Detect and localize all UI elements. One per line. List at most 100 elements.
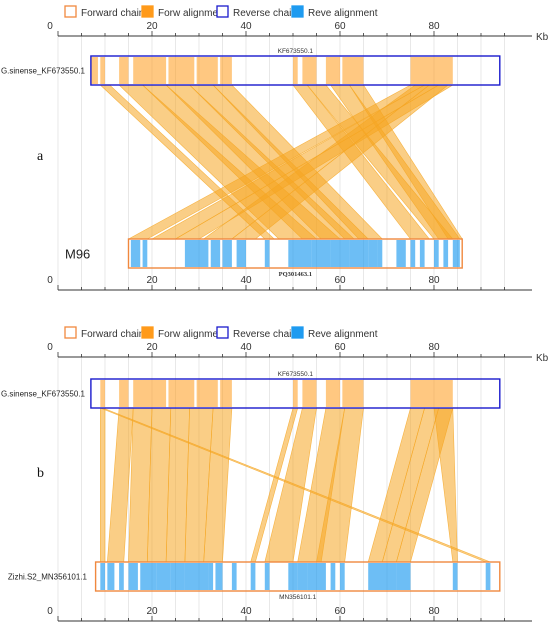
alignment-block bbox=[90, 57, 98, 84]
legend-label: Forward chain bbox=[81, 8, 144, 19]
bottom-chain-box bbox=[127, 238, 463, 269]
alignment-block bbox=[342, 57, 364, 84]
legend-item-reverse_alignment: Reve alignment bbox=[291, 5, 378, 19]
legend-swatch bbox=[64, 5, 77, 18]
alignment-block bbox=[119, 57, 129, 84]
bottom-accession: MN356101.1 bbox=[279, 594, 317, 601]
alignment-block bbox=[325, 380, 340, 407]
alignment-block bbox=[325, 57, 340, 84]
legend-label: Reverse chain bbox=[233, 329, 297, 340]
legend-label: Reve alignment bbox=[308, 329, 378, 340]
synteny-link bbox=[433, 407, 458, 563]
panel-label: a bbox=[37, 149, 44, 164]
top-accession: KF673550.1 bbox=[278, 48, 314, 55]
top-track: KF673550.1 G.sinense_KF673550.1 bbox=[1, 371, 501, 409]
alignment-block bbox=[119, 380, 129, 407]
alignment-block bbox=[130, 240, 141, 267]
alignment-block bbox=[231, 563, 237, 590]
tick-label: 80 bbox=[428, 275, 440, 286]
legend-label: Forward chain bbox=[81, 329, 144, 340]
alignment-block bbox=[443, 240, 449, 267]
legend-label: Reverse chain bbox=[233, 8, 297, 19]
alignment-block bbox=[311, 240, 331, 267]
tick-label: 80 bbox=[428, 606, 440, 617]
alignment-block bbox=[307, 563, 317, 590]
tick-label: 0 bbox=[47, 606, 53, 617]
alignment-block bbox=[452, 563, 458, 590]
alignment-block bbox=[140, 563, 157, 590]
legend-item-reverse_chain: Reverse chain bbox=[216, 326, 297, 340]
bottom-genome-name: Zizhi.S2_MN356101.1 bbox=[8, 573, 88, 582]
alignment-block bbox=[264, 240, 270, 267]
alignment-block bbox=[342, 380, 364, 407]
alignment-block bbox=[196, 57, 218, 84]
legend-swatch bbox=[291, 326, 304, 339]
legend-swatch bbox=[141, 5, 154, 18]
alignment-block bbox=[288, 563, 298, 590]
alignment-block bbox=[368, 240, 378, 267]
legend-swatch bbox=[216, 326, 229, 339]
alignment-block bbox=[170, 563, 185, 590]
alignment-block bbox=[196, 380, 218, 407]
alignment-block bbox=[419, 240, 425, 267]
alignment-block bbox=[199, 240, 209, 267]
legend-item-reverse_chain: Reverse chain bbox=[216, 5, 297, 19]
alignment-block bbox=[330, 563, 336, 590]
synteny-links bbox=[99, 84, 463, 240]
tick-label: 80 bbox=[428, 21, 440, 32]
legend-label: Reve alignment bbox=[308, 8, 378, 19]
top-chain-box bbox=[90, 378, 501, 409]
tick-label: 40 bbox=[240, 606, 252, 617]
top-track: KF673550.1 G.sinense_KF673550.1 bbox=[1, 48, 501, 86]
alignment-block bbox=[452, 240, 460, 267]
alignment-block bbox=[368, 563, 387, 590]
tick-label: 0 bbox=[47, 275, 53, 286]
alignment-block bbox=[215, 563, 223, 590]
tick-label: 0 bbox=[47, 21, 53, 32]
bottom-axis: 0 20 40 60 80 bbox=[47, 275, 532, 291]
panel-label: b bbox=[37, 466, 44, 481]
alignment-block bbox=[119, 563, 124, 590]
bottom-accession: PQ301463.1 bbox=[279, 271, 312, 278]
tick-label: 20 bbox=[146, 275, 158, 286]
legend-item-forward_chain: Forward chain bbox=[64, 326, 144, 340]
bottom-chain-box bbox=[94, 561, 501, 592]
alignment-block bbox=[236, 240, 246, 267]
alignment-block bbox=[264, 563, 270, 590]
synteny-links bbox=[100, 407, 491, 563]
alignment-block bbox=[168, 57, 195, 84]
alignment-block bbox=[377, 240, 383, 267]
alignment-block bbox=[349, 240, 369, 267]
alignment-block bbox=[434, 240, 439, 267]
legend-label: Forw alignment bbox=[158, 329, 227, 340]
tick-label: 60 bbox=[334, 21, 346, 32]
tick-label: 20 bbox=[146, 21, 158, 32]
panel-b: Forward chain Forw alignment Reverse chain… bbox=[1, 326, 549, 622]
legend-swatch bbox=[64, 326, 77, 339]
top-axis: 0 20 40 60 80 Kb bbox=[47, 342, 548, 364]
tick-label: 60 bbox=[334, 606, 346, 617]
tick-label: 40 bbox=[240, 275, 252, 286]
bottom-track: PQ301463.1 M96 bbox=[65, 238, 463, 278]
alignment-block bbox=[410, 380, 453, 407]
tick-label: 60 bbox=[334, 342, 346, 353]
alignment-block bbox=[168, 380, 195, 407]
legend-label: Forw alignment bbox=[158, 8, 227, 19]
alignment-block bbox=[184, 563, 209, 590]
legend-swatch bbox=[291, 5, 304, 18]
synteny-link bbox=[100, 407, 106, 563]
alignment-block bbox=[133, 57, 167, 84]
alignment-block bbox=[387, 563, 397, 590]
alignment-block bbox=[302, 380, 317, 407]
axis-unit: Kb bbox=[536, 32, 549, 43]
panel-a: Forward chain Forw alignment Reverse chain… bbox=[1, 5, 549, 291]
bottom-track: MN356101.1 Zizhi.S2_MN356101.1 bbox=[8, 561, 501, 601]
alignment-block bbox=[184, 240, 199, 267]
top-chain-box bbox=[90, 55, 501, 86]
alignment-block bbox=[330, 240, 350, 267]
alignment-block bbox=[128, 563, 138, 590]
top-genome-name: G.sinense_KF673550.1 bbox=[1, 67, 86, 76]
legend-swatch bbox=[216, 5, 229, 18]
alignment-block bbox=[133, 380, 167, 407]
